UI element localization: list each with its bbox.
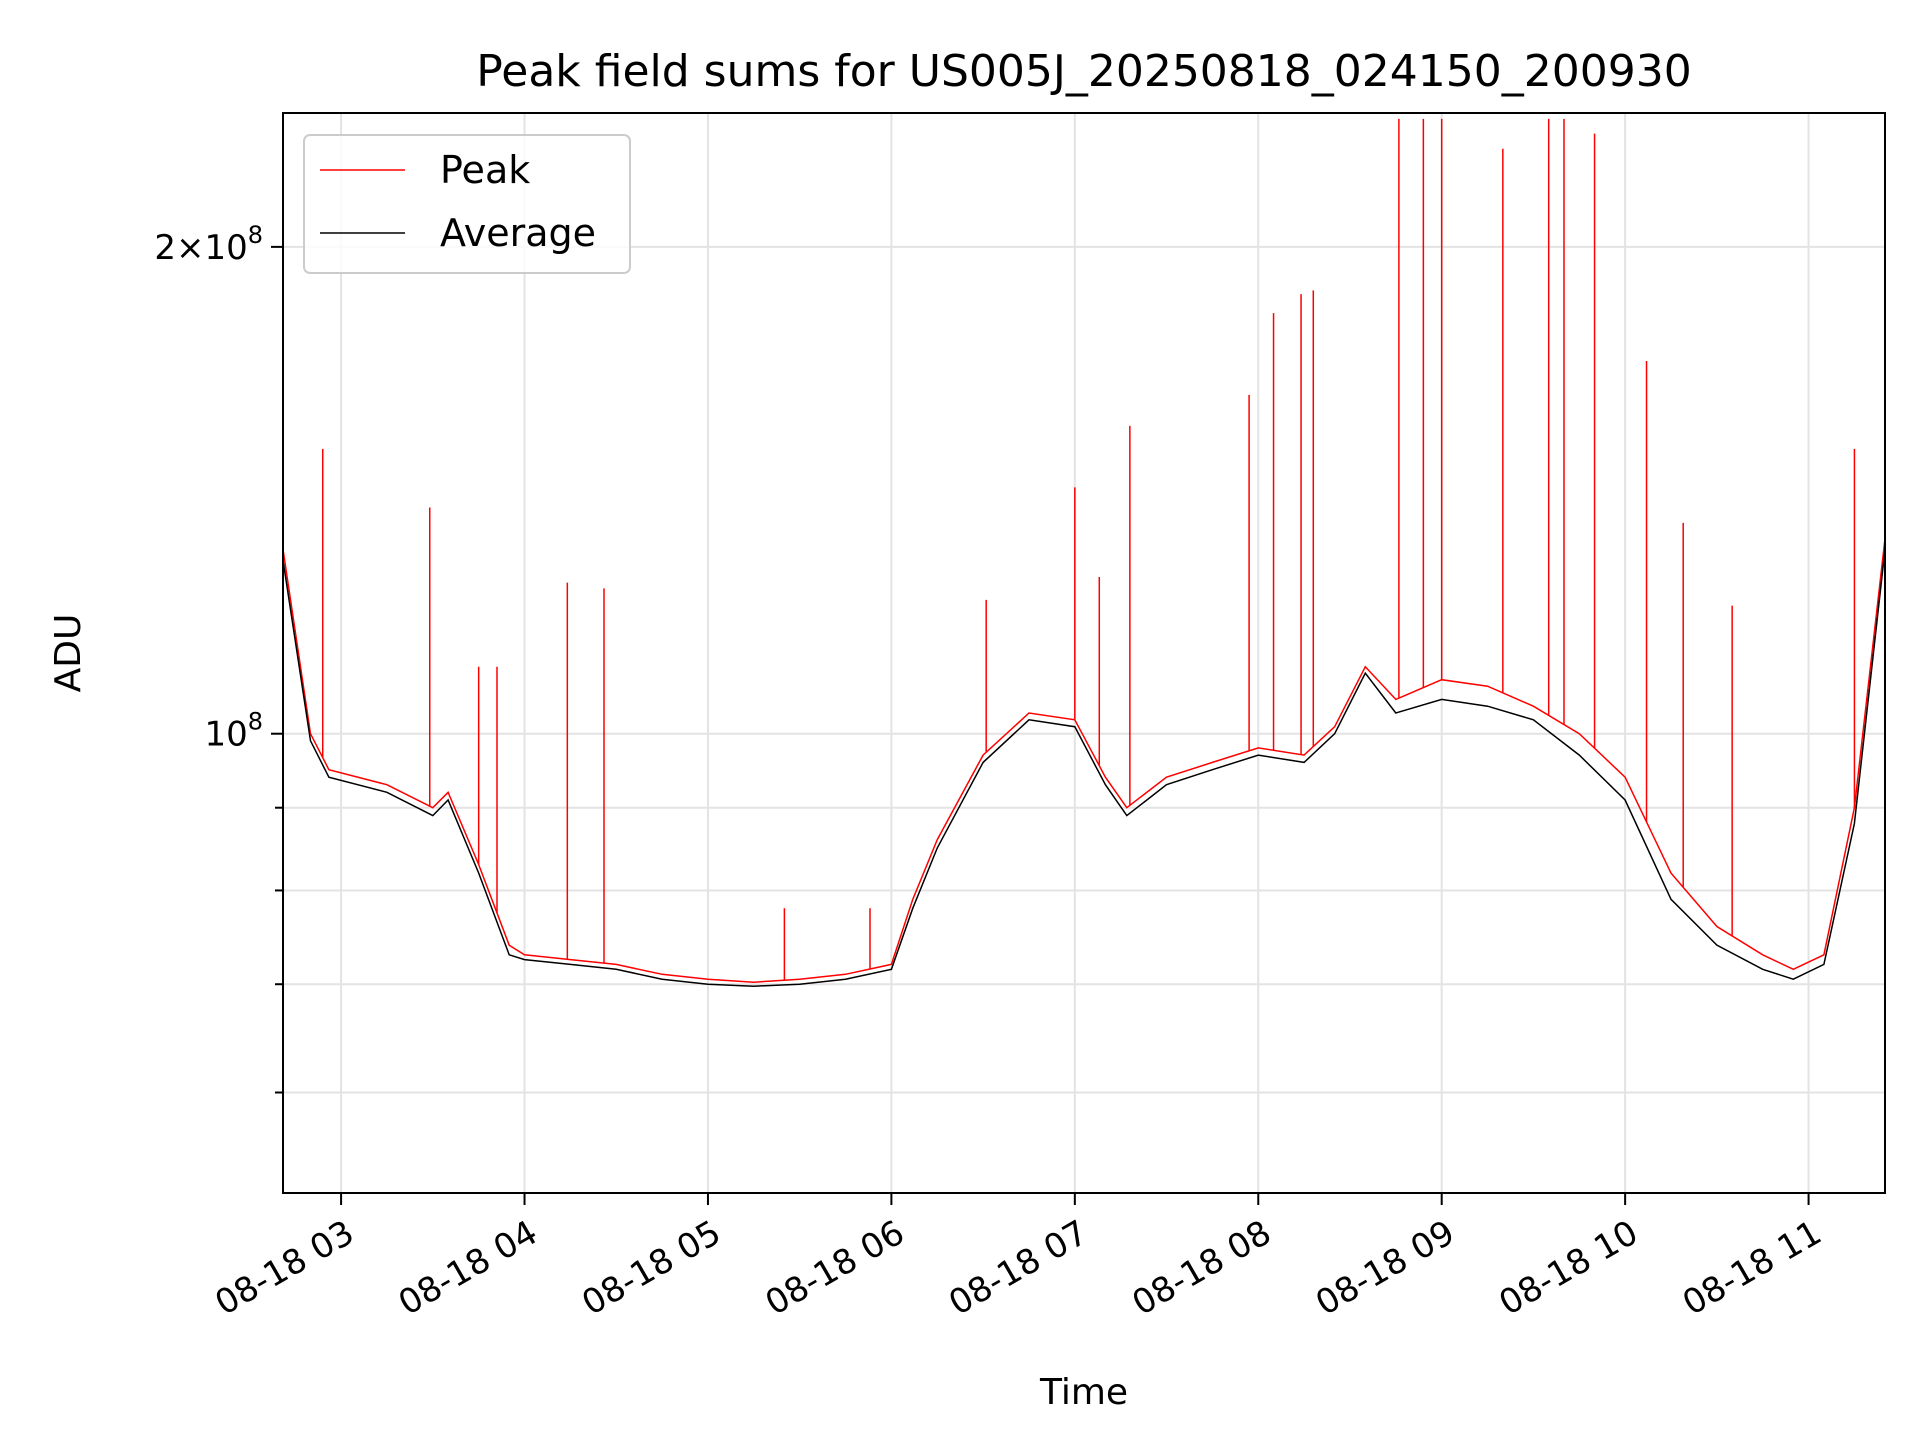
plot-frame (282, 112, 1886, 1194)
legend: Peak Average (303, 134, 631, 274)
series-area (283, 118, 1885, 987)
x-axis-label: Time (1039, 1372, 1128, 1413)
legend-peak-label: Peak (440, 148, 530, 192)
y-tick-label: 2×108 (154, 221, 263, 268)
chart-title: Peak field sums for US005J_20250818_0241… (476, 46, 1691, 97)
series-average-line (283, 549, 1885, 987)
legend-average-label: Average (440, 211, 596, 255)
y-axis-label: ADU (48, 614, 89, 693)
